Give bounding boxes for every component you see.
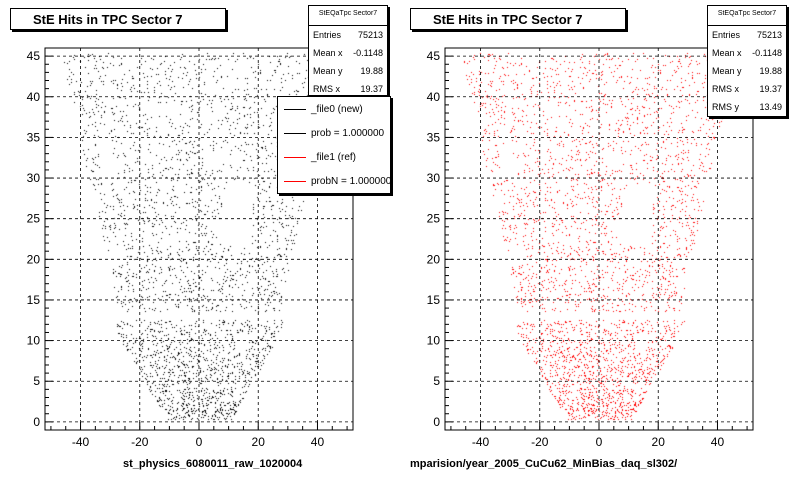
x-tick-label: 40 bbox=[311, 435, 325, 449]
y-tick-label: 40 bbox=[27, 90, 41, 104]
legend-entry: _file0 (new) bbox=[278, 97, 390, 121]
y-tick-label: 35 bbox=[27, 130, 41, 144]
y-tick-label: 45 bbox=[427, 49, 441, 63]
y-tick-label: 30 bbox=[427, 171, 441, 185]
y-tick-label: 25 bbox=[27, 212, 41, 226]
left-stats-row: Mean y 19.88 bbox=[313, 66, 383, 76]
x-tick-label: -40 bbox=[472, 435, 490, 449]
y-tick-label: 20 bbox=[427, 252, 441, 266]
y-tick-label: 5 bbox=[433, 374, 440, 388]
right-stats-title: StEQaTpc Sector7 bbox=[708, 6, 786, 26]
x-tick-label: -20 bbox=[531, 435, 549, 449]
comparison-legend: _file0 (new) prob = 1.000000 _file1 (ref… bbox=[277, 96, 391, 194]
y-tick-label: 10 bbox=[27, 334, 41, 348]
x-tick-label: 0 bbox=[196, 435, 203, 449]
legend-entry: prob = 1.000000 bbox=[278, 121, 390, 145]
y-tick-label: 5 bbox=[33, 374, 40, 388]
right-stats-row: Mean y 19.88 bbox=[712, 66, 782, 76]
y-tick-label: 30 bbox=[27, 171, 41, 185]
y-tick-label: 15 bbox=[427, 293, 441, 307]
left-stats-box: StEQaTpc Sector7 Entries 75213 Mean x -0.1… bbox=[308, 5, 388, 96]
left-x-axis-label: st_physics_6080011_raw_1020004 bbox=[123, 458, 303, 470]
y-tick-label: 0 bbox=[33, 415, 40, 429]
x-tick-label: -20 bbox=[131, 435, 149, 449]
right-stats-row: RMS y 13.49 bbox=[712, 102, 782, 112]
left-stats-row: Mean x -0.1148 bbox=[313, 48, 383, 58]
x-tick-label: -40 bbox=[72, 435, 90, 449]
right-stats-row: RMS x 19.37 bbox=[712, 84, 782, 94]
left-stats-title: StEQaTpc Sector7 bbox=[309, 6, 387, 26]
y-tick-label: 40 bbox=[427, 90, 441, 104]
y-tick-label: 10 bbox=[427, 334, 441, 348]
y-tick-label: 20 bbox=[27, 252, 41, 266]
y-tick-label: 35 bbox=[427, 130, 441, 144]
legend-line-icon bbox=[284, 156, 306, 158]
right-stats-box: StEQaTpc Sector7 Entries 75213 Mean x -0.1… bbox=[707, 5, 787, 117]
right-x-axis-label: mparision/year_2005_CuCu62_MinBias_daq_s… bbox=[410, 458, 678, 470]
legend-line-icon bbox=[284, 132, 306, 134]
right-stats-row: Mean x -0.1148 bbox=[712, 48, 782, 58]
legend-entry: probN = 1.000000 bbox=[278, 169, 390, 193]
x-tick-label: 40 bbox=[711, 435, 725, 449]
y-tick-label: 0 bbox=[433, 415, 440, 429]
x-tick-label: 20 bbox=[252, 435, 266, 449]
x-tick-label: 0 bbox=[596, 435, 603, 449]
legend-entry: _file1 (ref) bbox=[278, 145, 390, 169]
left-stats-row: Entries 75213 bbox=[313, 30, 383, 40]
y-tick-label: 45 bbox=[27, 49, 41, 63]
right-stats-row: Entries 75213 bbox=[712, 30, 782, 40]
left-stats-row: RMS x 19.37 bbox=[313, 84, 383, 94]
left-chart-title-text: StE Hits in TPC Sector 7 bbox=[33, 12, 183, 27]
left-chart-title: StE Hits in TPC Sector 7 bbox=[10, 8, 226, 30]
legend-line-icon bbox=[284, 180, 306, 182]
right-chart-title-text: StE Hits in TPC Sector 7 bbox=[433, 12, 583, 27]
y-tick-label: 15 bbox=[27, 293, 41, 307]
legend-line-icon bbox=[284, 108, 306, 110]
right-chart-title: StE Hits in TPC Sector 7 bbox=[410, 8, 626, 30]
x-tick-label: 20 bbox=[652, 435, 666, 449]
y-tick-label: 25 bbox=[427, 212, 441, 226]
